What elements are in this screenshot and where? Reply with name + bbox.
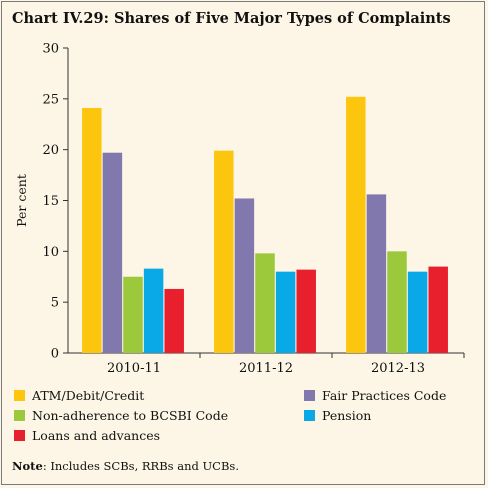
note-text: : Includes SCBs, RRBs and UCBs. (42, 459, 239, 473)
y-axis-label: Per cent (14, 174, 29, 227)
bar-loans-and-advances-2011-12 (296, 269, 316, 353)
legend-item: Fair Practices Code (304, 388, 446, 403)
y-tick-label: 30 (42, 42, 59, 57)
chart-legend: ATM/Debit/Credit Fair Practices Code Non-a… (14, 388, 484, 448)
bar-atm-debit-credit-2011-12 (214, 150, 234, 353)
legend-label: ATM/Debit/Credit (32, 388, 145, 403)
y-tick-label: 0 (51, 347, 59, 362)
bar-fair-practices-code-2011-12 (234, 198, 255, 353)
bar-pension-2010-11 (143, 268, 164, 353)
bar-fair-practices-code-2012-13 (366, 194, 387, 353)
y-tick-label: 20 (42, 143, 59, 158)
legend-label: Non-adherence to BCSBI Code (32, 408, 229, 423)
x-tick-label: 2011-12 (239, 361, 293, 376)
bar-non-adherence-to-bcsbi-code-2011-12 (255, 253, 275, 353)
legend-item: ATM/Debit/Credit (14, 388, 144, 403)
x-tick-label: 2012-13 (371, 361, 425, 376)
bar-loans-and-advances-2010-11 (164, 288, 184, 353)
bar-pension-2012-13 (407, 271, 428, 353)
bar-atm-debit-credit-2010-11 (82, 107, 102, 353)
legend-label: Loans and advances (32, 428, 161, 443)
legend-item: Pension (304, 408, 371, 423)
x-tick-label: 2010-11 (107, 361, 161, 376)
legend-swatch (304, 390, 315, 401)
bar-fair-practices-code-2010-11 (102, 152, 123, 353)
bar-atm-debit-credit-2012-13 (346, 96, 366, 354)
legend-swatch (14, 410, 25, 421)
bar-pension-2011-12 (275, 271, 296, 353)
note-label: Note (12, 459, 43, 473)
bar-non-adherence-to-bcsbi-code-2012-13 (387, 251, 407, 353)
legend-swatch (14, 390, 25, 401)
bar-chart: 0 5 10 15 20 25 30 Per cent 2010-11 2011-12 2012-1… (14, 42, 465, 376)
y-tick-label: 5 (51, 296, 59, 311)
bar-loans-and-advances-2012-13 (428, 266, 448, 353)
legend-label: Pension (322, 408, 372, 423)
chart-title: Chart IV.29: Shares of Five Major Types … (12, 10, 451, 27)
y-tick-label: 10 (42, 245, 59, 260)
legend-swatch (14, 430, 25, 441)
y-tick-label: 15 (42, 194, 59, 209)
legend-swatch (304, 410, 315, 421)
legend-item: Non-adherence to BCSBI Code (14, 408, 228, 423)
chart-note: Note: Includes SCBs, RRBs and UCBs. (12, 459, 239, 473)
legend-label: Fair Practices Code (322, 388, 447, 403)
legend-item: Loans and advances (14, 428, 160, 443)
bar-non-adherence-to-bcsbi-code-2010-11 (123, 276, 143, 353)
y-tick-label: 25 (42, 92, 59, 107)
